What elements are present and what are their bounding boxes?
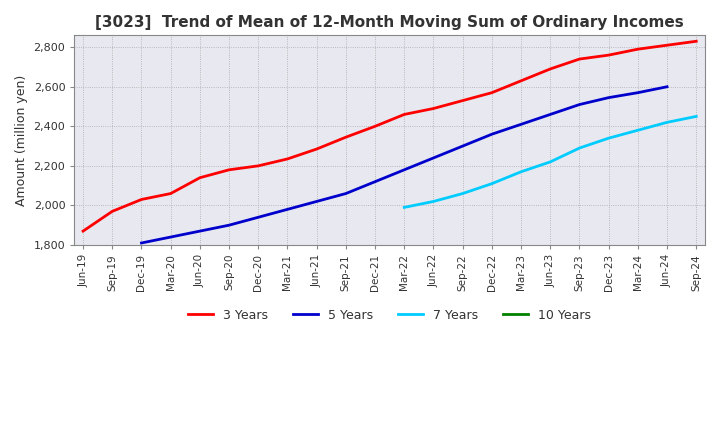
- 5 Years: [138, 240, 146, 246]
- Line: 5 Years: 5 Years: [142, 87, 667, 243]
- 5 Years: [254, 215, 263, 220]
- 7 Years: [487, 181, 496, 186]
- 5 Years: [166, 235, 175, 240]
- 3 Years: [546, 66, 554, 72]
- 3 Years: [517, 78, 526, 84]
- Line: 3 Years: 3 Years: [83, 41, 696, 231]
- 7 Years: [634, 128, 642, 133]
- 5 Years: [575, 102, 584, 107]
- 3 Years: [487, 90, 496, 95]
- 7 Years: [604, 136, 613, 141]
- 3 Years: [108, 209, 117, 214]
- 3 Years: [254, 163, 263, 169]
- Line: 7 Years: 7 Years: [404, 117, 696, 207]
- 7 Years: [459, 191, 467, 196]
- 5 Years: [459, 143, 467, 149]
- 3 Years: [604, 52, 613, 58]
- 5 Years: [312, 199, 321, 204]
- Y-axis label: Amount (million yen): Amount (million yen): [15, 74, 28, 206]
- 5 Years: [662, 84, 671, 89]
- 5 Years: [371, 179, 379, 184]
- 5 Years: [196, 228, 204, 234]
- 5 Years: [604, 95, 613, 100]
- 3 Years: [341, 135, 350, 140]
- 7 Years: [575, 145, 584, 150]
- 5 Years: [517, 122, 526, 127]
- 5 Years: [400, 167, 408, 172]
- 5 Years: [487, 132, 496, 137]
- 5 Years: [634, 90, 642, 95]
- 3 Years: [459, 98, 467, 103]
- 7 Years: [692, 114, 701, 119]
- 7 Years: [546, 159, 554, 165]
- Legend: 3 Years, 5 Years, 7 Years, 10 Years: 3 Years, 5 Years, 7 Years, 10 Years: [183, 304, 596, 327]
- 5 Years: [225, 223, 233, 228]
- 3 Years: [283, 156, 292, 161]
- 3 Years: [634, 47, 642, 52]
- 7 Years: [400, 205, 408, 210]
- 3 Years: [166, 191, 175, 196]
- 3 Years: [429, 106, 438, 111]
- 3 Years: [692, 39, 701, 44]
- 3 Years: [312, 147, 321, 152]
- 3 Years: [196, 175, 204, 180]
- 3 Years: [138, 197, 146, 202]
- 5 Years: [341, 191, 350, 196]
- Title: [3023]  Trend of Mean of 12-Month Moving Sum of Ordinary Incomes: [3023] Trend of Mean of 12-Month Moving …: [95, 15, 684, 30]
- 3 Years: [371, 124, 379, 129]
- 5 Years: [429, 155, 438, 161]
- 7 Years: [662, 120, 671, 125]
- 3 Years: [575, 56, 584, 62]
- 3 Years: [78, 228, 87, 234]
- 5 Years: [546, 112, 554, 117]
- 3 Years: [662, 43, 671, 48]
- 3 Years: [400, 112, 408, 117]
- 7 Years: [517, 169, 526, 174]
- 5 Years: [283, 207, 292, 212]
- 3 Years: [225, 167, 233, 172]
- 7 Years: [429, 199, 438, 204]
